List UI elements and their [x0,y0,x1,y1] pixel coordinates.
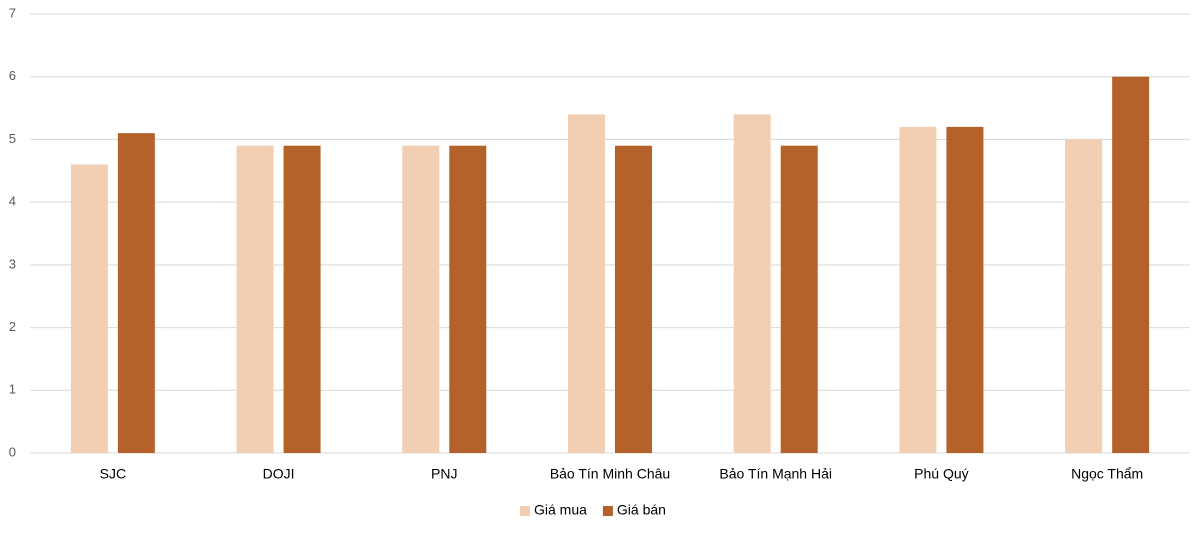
x-tick-label: PNJ [431,466,457,482]
bar [780,145,818,453]
bar [449,145,487,453]
x-tick-label: Bảo Tín Minh Châu [550,466,670,482]
legend-label: Giá mua [534,502,587,518]
bar [70,164,108,453]
bar [615,145,652,453]
bar [1065,139,1103,453]
y-tick-label: 7 [9,5,16,20]
bar [568,114,605,453]
x-tick-label: DOJI [263,466,295,482]
y-tick-label: 1 [9,382,16,397]
y-tick-label: 2 [9,319,16,334]
y-tick-label: 5 [9,131,16,146]
bar [283,145,321,453]
bar [117,133,155,453]
legend-swatch [520,506,530,516]
legend-swatch [602,506,613,516]
bar [236,145,274,453]
x-tick-label: Phú Quý [914,466,968,482]
legend-label: Giá bán [617,502,666,518]
bar [1112,76,1150,453]
y-tick-label: 3 [9,256,16,271]
y-tick-label: 4 [9,194,16,209]
bar [899,126,937,453]
x-tick-label: Bảo Tín Mạnh Hải [719,466,832,482]
bar [402,145,440,453]
x-tick-label: SJC [100,466,126,482]
x-tick-label: Ngọc Thẩm [1071,466,1143,482]
bar [946,126,984,453]
bar [733,114,771,453]
y-tick-label: 0 [9,444,16,459]
y-tick-label: 6 [9,68,16,83]
